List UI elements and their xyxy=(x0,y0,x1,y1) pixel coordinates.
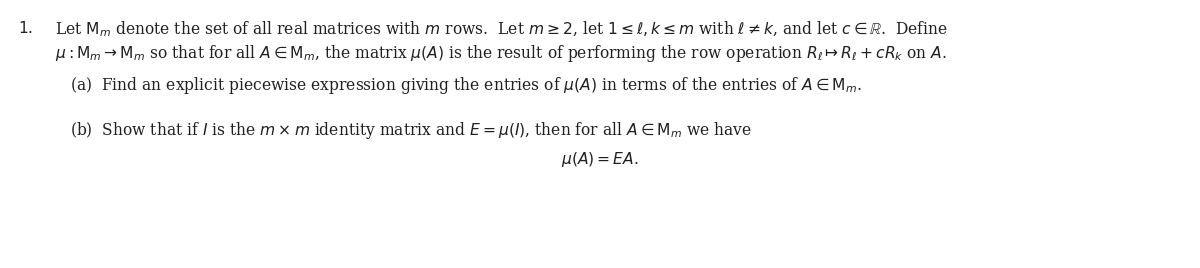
Text: (b)  Show that if $I$ is the $m \times m$ identity matrix and $E = \mu(I)$, then: (b) Show that if $I$ is the $m \times m$… xyxy=(70,120,751,141)
Text: $\mu : \mathrm{M}_{m} \to \mathrm{M}_{m}$ so that for all $A \in \mathrm{M}_{m}$: $\mu : \mathrm{M}_{m} \to \mathrm{M}_{m}… xyxy=(55,43,947,64)
Text: $1.$: $1.$ xyxy=(18,20,34,37)
Text: $\mu(A) = EA.$: $\mu(A) = EA.$ xyxy=(562,150,638,169)
Text: Let $\mathrm{M}_{m}$ denote the set of all real matrices with $m$ rows.  Let $m : Let $\mathrm{M}_{m}$ denote the set of a… xyxy=(55,20,948,39)
Text: (a)  Find an explicit piecewise expression giving the entries of $\mu(A)$ in ter: (a) Find an explicit piecewise expressio… xyxy=(70,75,862,96)
